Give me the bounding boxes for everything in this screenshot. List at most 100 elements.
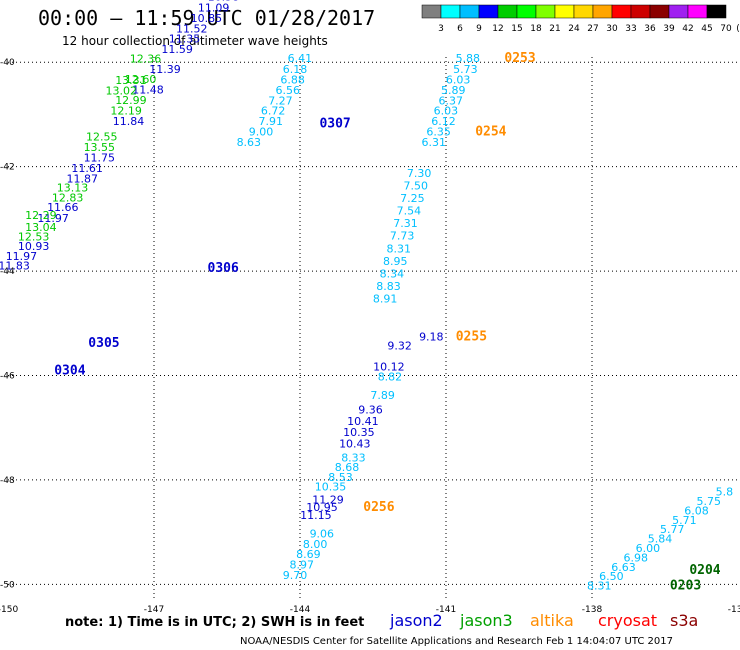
data-point-label: 8.95 <box>383 255 408 268</box>
data-point-label: 7.73 <box>390 230 415 243</box>
data-point-label: 7.91 <box>258 115 283 128</box>
data-point-label: 8.31 <box>386 242 411 255</box>
data-point-label: 13.02 <box>105 85 137 98</box>
data-point-label: 12.53 <box>18 230 50 243</box>
note-text: note: 1) Time is in UTC; 2) SWH is in fe… <box>65 615 364 630</box>
data-point-label: 11.48 <box>132 84 164 97</box>
data-point-label: 11.39 <box>149 63 181 76</box>
data-point-label: 11.29 <box>312 493 344 506</box>
y-tick-label: -50 <box>0 580 15 590</box>
data-point-label: 5.8 <box>716 486 734 499</box>
colorbar-label: 33 <box>625 24 636 34</box>
data-point-label: 11.61 <box>71 162 103 175</box>
colorbar-swatch <box>611 4 632 19</box>
colorbar-label: 12 <box>492 24 503 34</box>
pass-label: 0307 <box>319 116 350 131</box>
colorbar-swatch <box>668 4 689 19</box>
data-point-label: 9.36 <box>358 404 383 417</box>
colorbar-swatch <box>706 4 727 19</box>
legend-item-jason2: jason2 <box>389 611 443 630</box>
data-point-label: 9.06 <box>310 527 335 540</box>
data-point-label: 6.98 <box>623 551 648 564</box>
data-point-label: 7.89 <box>370 389 395 402</box>
data-point-label: 6.00 <box>636 542 661 555</box>
colorbar-swatch <box>440 4 461 19</box>
data-point-label: 5.77 <box>660 523 685 536</box>
data-point-label: 12.60 <box>125 73 157 86</box>
data-point-label: 6.18 <box>283 63 308 76</box>
colorbar-swatch <box>516 4 537 19</box>
data-point-label: 12.99 <box>115 94 147 107</box>
colorbar-swatch <box>497 4 518 19</box>
chart-title: 00:00 — 11:59 UTC 01/28/2017 <box>38 6 375 30</box>
data-point-label: 13.13 <box>57 182 89 195</box>
data-point-label: 8.53 <box>328 471 353 484</box>
data-point-label: 6.50 <box>599 570 624 583</box>
data-point-label: 9.18 <box>419 331 444 344</box>
colorbar-swatch <box>459 4 480 19</box>
x-tick-label: -138 <box>582 605 603 615</box>
data-point-label: 5.88 <box>456 52 481 65</box>
data-point-label: 13.55 <box>84 141 116 154</box>
colorbar-label: 70 <box>720 24 732 34</box>
data-point-label: 7.54 <box>397 205 422 218</box>
x-tick-label: -135 <box>728 605 740 615</box>
data-point-label: 10.35 <box>315 480 347 493</box>
colorbar-label: 21 <box>549 24 560 34</box>
pass-label: 0255 <box>456 330 487 345</box>
data-point-label: 8.91 <box>373 292 398 305</box>
colorbar-swatch <box>535 4 556 19</box>
data-point-label: 8.69 <box>296 548 321 561</box>
colorbar-label: 39 <box>663 24 675 34</box>
data-point-label: 10.41 <box>347 415 379 428</box>
data-point-label: 8.33 <box>341 452 366 465</box>
data-point-label: 11.52 <box>176 22 208 35</box>
data-point-label: 8.31 <box>587 580 612 593</box>
data-point-label: 6.12 <box>431 115 456 128</box>
data-point-label: 10.43 <box>339 438 371 451</box>
data-point-label: 12.19 <box>110 104 142 117</box>
chart-subtitle: 12 hour collection of altimeter wave hei… <box>62 34 328 48</box>
pass-label: 0204 <box>689 563 720 578</box>
data-point-label: 7.50 <box>403 180 428 193</box>
data-point-label: 7.25 <box>400 192 425 205</box>
data-point-label: 11.75 <box>84 151 116 164</box>
colorbar-label: 6 <box>457 24 463 34</box>
pass-label: 0203 <box>670 579 701 594</box>
pass-label: 0306 <box>208 261 239 276</box>
x-tick-label: -150 <box>0 605 18 615</box>
data-point-label: 12.29 <box>25 209 57 222</box>
y-tick-label: -48 <box>0 476 15 486</box>
data-point-label: 11.97 <box>37 212 69 225</box>
pass-label: 0304 <box>54 363 85 378</box>
data-point-label: 12.55 <box>86 131 118 144</box>
colorbar-label: 18 <box>530 24 542 34</box>
data-point-label: 8.34 <box>380 267 405 280</box>
data-point-label: 6.37 <box>439 95 464 108</box>
footer-text: NOAA/NESDIS Center for Satellite Applica… <box>240 636 673 647</box>
data-point-label: 5.89 <box>441 84 466 97</box>
data-point-label: 6.03 <box>446 74 471 87</box>
colorbar-swatch <box>573 4 594 19</box>
data-point-label: 13.04 <box>25 221 57 234</box>
data-point-label: 9.32 <box>387 339 412 352</box>
data-point-label: 9.70 <box>283 569 308 582</box>
data-point-label: 8.97 <box>289 559 314 572</box>
colorbar-label: 36 <box>644 24 656 34</box>
data-point-label: 5.75 <box>696 495 721 508</box>
colorbar-swatch <box>687 4 708 19</box>
data-point-label: 13.31 <box>115 74 147 87</box>
colorbar-swatch <box>478 4 499 19</box>
legend-item-jason3: jason3 <box>459 611 513 630</box>
data-point-label: 10.35 <box>343 426 375 439</box>
data-point-label: 6.03 <box>434 104 459 117</box>
data-point-label: 11.09 <box>198 2 230 15</box>
legend-item-altika: altika <box>530 611 574 630</box>
colorbar-swatch <box>421 4 442 19</box>
data-point-label: 6.35 <box>426 125 451 138</box>
data-point-label: 11.35 <box>169 32 201 45</box>
data-point-label: 10.12 <box>373 360 405 373</box>
data-point-label: 10.95 <box>306 501 338 514</box>
data-point-label: 8.82 <box>378 371 403 384</box>
legend-item-s3a: s3a <box>670 611 698 630</box>
